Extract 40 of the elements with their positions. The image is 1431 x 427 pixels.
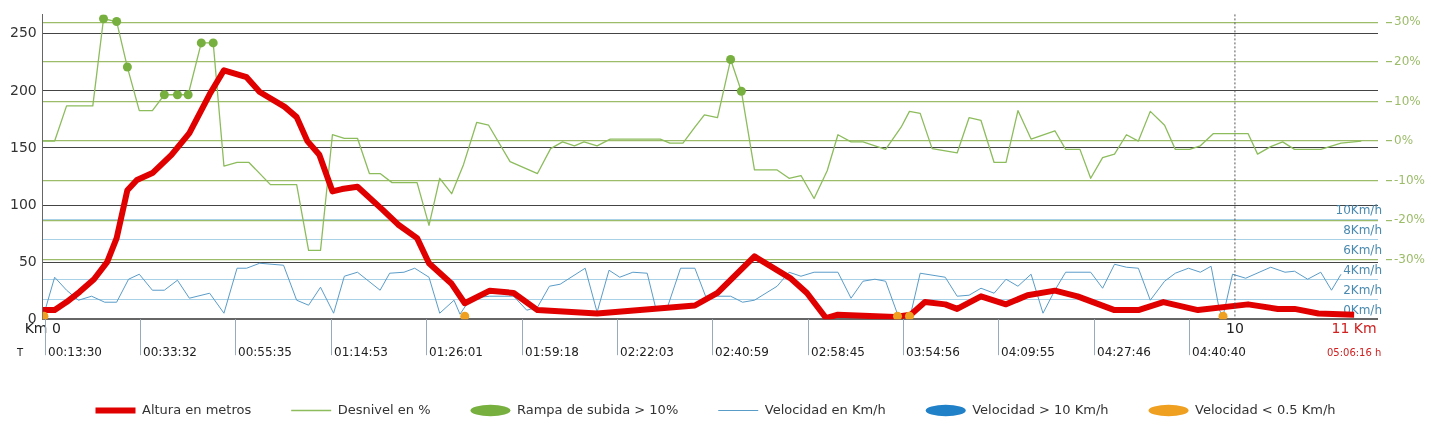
text: 03:54:56: [906, 345, 960, 360]
text: 02:22:03: [620, 345, 674, 360]
text: 02:58:45: [811, 345, 865, 360]
y-tick-label: 200: [9, 81, 37, 98]
y3-tick-label: 6Km/h: [1343, 243, 1382, 258]
text: 04:27:46: [1097, 345, 1151, 360]
y2-tick-label: 30%: [1394, 14, 1421, 29]
text: 02:40:59: [715, 345, 769, 360]
y2-tick-label: -20%: [1394, 212, 1426, 227]
legend-label: Altura en metros: [142, 401, 252, 417]
y2-tick-label: 0%: [1394, 133, 1414, 148]
y2-tick-label: -10%: [1394, 172, 1426, 187]
text: 04:09:55: [1001, 345, 1055, 360]
y2-tick-label: 10%: [1394, 93, 1421, 108]
text: T: [15, 346, 24, 358]
y-tick-label: 150: [9, 138, 37, 155]
legend-label: Desnivel en %: [337, 401, 431, 417]
y-tick-label: 100: [9, 195, 37, 212]
text: 00:55:35: [238, 345, 292, 360]
legend-label: Rampa de subida > 10%: [516, 401, 679, 417]
text: 00:13:30: [48, 345, 102, 360]
y3-tick-label: 4Km/h: [1343, 263, 1382, 278]
legend-label: Velocidad > 10 Km/h: [972, 401, 1109, 417]
text: 04:40:40: [1192, 345, 1246, 360]
x-tick-label: 10: [1226, 320, 1244, 337]
x-tick-label: 11 Km: [1331, 320, 1377, 337]
legend-label: Velocidad en Km/h: [764, 401, 886, 417]
text: 01:59:18: [525, 345, 579, 360]
y2-tick-label: 20%: [1394, 54, 1421, 69]
y2-tick-label: -30%: [1394, 251, 1426, 266]
y-tick-label: 250: [9, 24, 37, 41]
y3-tick-label: 10Km/h: [1335, 203, 1382, 218]
y3-tick-label: 8Km/h: [1343, 223, 1382, 238]
text: 00:33:32: [143, 345, 197, 360]
text: 05:06:16 h: [1326, 346, 1382, 358]
legend-label: Velocidad < 0.5 Km/h: [1195, 401, 1336, 417]
y-tick-label: 50: [18, 252, 37, 269]
y3-tick-label: 2Km/h: [1343, 283, 1382, 298]
text: 01:14:53: [334, 345, 388, 360]
text: 01:26:01: [429, 345, 483, 360]
